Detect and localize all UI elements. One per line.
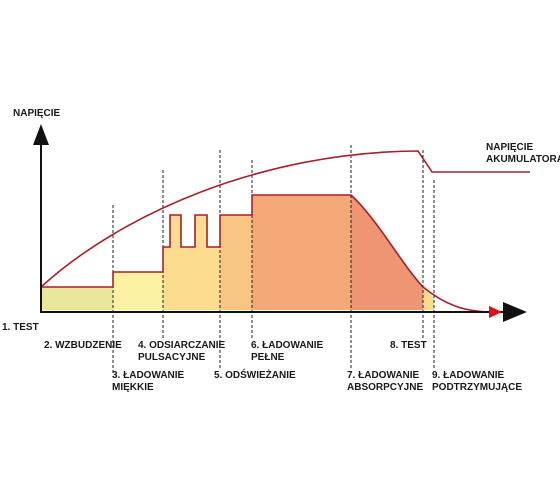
stage-label-2: 2. WZBUDZENIE (44, 340, 122, 351)
stage-label-6-line-1: 6. ŁADOWANIE (251, 340, 324, 351)
curve-label-line-2: AKUMULATORA (486, 154, 560, 165)
stage-fill-7 (351, 195, 423, 310)
charging-step-outline (41, 194, 494, 313)
y-axis-label: NAPIĘCIE (13, 108, 61, 119)
stage-fill-8 (423, 287, 434, 310)
stage-label-7-line-1: 7. ŁADOWANIE (347, 370, 420, 381)
x-axis-arrow (503, 302, 527, 322)
curve-label-line-1: NAPIĘCIE (486, 142, 534, 153)
stage-fill-6 (252, 195, 351, 310)
battery-voltage-curve (40, 150, 530, 288)
stage-fill-3 (113, 272, 163, 310)
stage-label-1: 1. TEST (2, 322, 39, 333)
end-red-arrow (489, 306, 502, 318)
stage-label-4-line-2: PULSACYJNE (138, 352, 206, 363)
stage-label-7-line-2: ABSORPCYJNE (347, 382, 423, 393)
stage-fill-5 (220, 215, 252, 310)
stage-fill-2 (41, 287, 113, 310)
stage-label-9-line-1: 9. ŁADOWANIE (432, 370, 505, 381)
stage-fill-4 (163, 215, 220, 310)
stage-label-8: 8. TEST (390, 340, 427, 351)
stage-label-3-line-1: 3. ŁADOWANIE (112, 370, 185, 381)
stage-fills (41, 195, 434, 310)
stage-label-4-line-1: 4. ODSIARCZANIE (138, 340, 226, 351)
axes (33, 124, 527, 322)
stage-labels: 1. TEST 2. WZBUDZENIE 3. ŁADOWANIE MIĘKK… (2, 322, 522, 393)
stage-separators (112, 145, 435, 375)
y-axis-arrow (33, 124, 49, 145)
stage-label-6-line-2: PEŁNE (251, 352, 285, 363)
stage-label-3-line-2: MIĘKKIE (112, 382, 154, 393)
stage-label-9-line-2: PODTRZYMUJĄCE (432, 382, 522, 393)
stage-label-5: 5. ODŚWIEŻANIE (214, 368, 296, 381)
